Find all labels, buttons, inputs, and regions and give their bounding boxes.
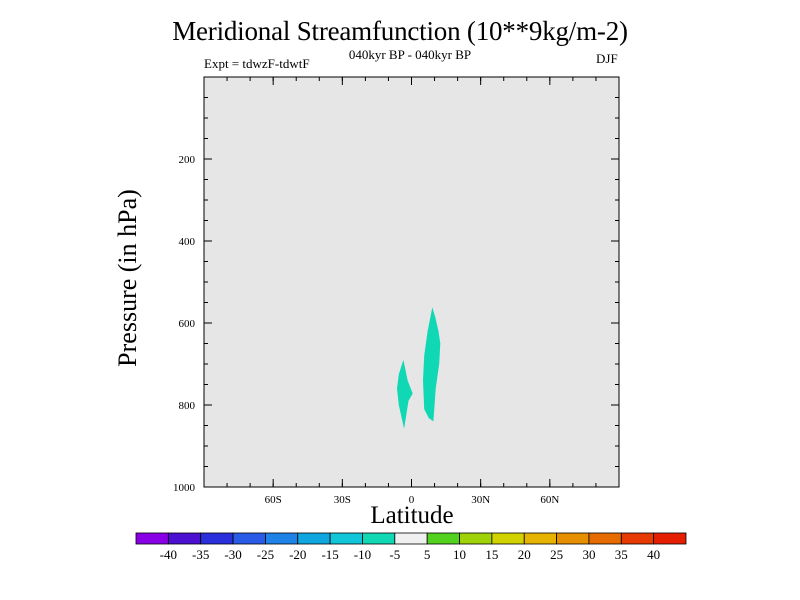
colorbar-swatch bbox=[459, 532, 493, 545]
colorbar-label: 20 bbox=[518, 547, 531, 562]
chart-title: Meridional Streamfunction (10**9kg/m-2) bbox=[172, 16, 628, 46]
x-tick-label: 30S bbox=[334, 494, 351, 506]
plot-background bbox=[204, 77, 619, 487]
colorbar-swatch bbox=[620, 532, 655, 545]
colorbar-label: -35 bbox=[192, 547, 209, 562]
colorbar-label: 10 bbox=[453, 547, 466, 562]
colorbar-label: -30 bbox=[224, 547, 241, 562]
x-axis-label: Latitude bbox=[370, 502, 454, 529]
colorbar-label: 35 bbox=[615, 547, 628, 562]
y-tick-label: 800 bbox=[179, 400, 196, 412]
colorbar-label: 40 bbox=[647, 547, 660, 562]
x-tick-label: 0 bbox=[409, 494, 415, 506]
colorbar-label: 30 bbox=[582, 547, 595, 562]
contour-region-2 bbox=[423, 307, 441, 422]
colorbar-swatch bbox=[523, 532, 557, 545]
colorbar-swatch bbox=[362, 532, 396, 545]
colorbar-label: 25 bbox=[550, 547, 563, 562]
colorbar-swatch bbox=[588, 532, 622, 545]
y-tick-label: 400 bbox=[179, 236, 196, 248]
colorbar-swatch bbox=[297, 532, 331, 545]
x-tick-label: 60S bbox=[265, 494, 282, 506]
colorbar-label: -5 bbox=[389, 547, 400, 562]
y-tick-label: 600 bbox=[179, 318, 196, 330]
colorbar-swatch bbox=[426, 532, 460, 545]
colorbar-swatch bbox=[135, 532, 169, 545]
colorbar-swatch bbox=[491, 532, 525, 545]
colorbar-swatch bbox=[329, 532, 363, 545]
colorbar-label: -40 bbox=[160, 547, 177, 562]
contour-region-1 bbox=[397, 359, 413, 429]
y-tick-label: 1000 bbox=[173, 482, 196, 494]
x-tick-label: 30N bbox=[471, 494, 490, 506]
colorbar-label: 15 bbox=[485, 547, 498, 562]
colorbar-swatch bbox=[167, 532, 202, 545]
colorbar-label: -15 bbox=[321, 547, 338, 562]
x-tick-label: 60N bbox=[540, 494, 559, 506]
chart-subtitle: 040kyr BP - 040kyr BP bbox=[348, 47, 472, 62]
colorbar-swatch bbox=[232, 532, 266, 545]
colorbar-label: 5 bbox=[424, 547, 431, 562]
y-tick-label: 200 bbox=[179, 154, 196, 166]
colorbar-label: -25 bbox=[257, 547, 274, 562]
colorbar-swatch bbox=[200, 532, 234, 545]
colorbar-swatch bbox=[556, 532, 590, 545]
colorbar-label: -10 bbox=[354, 547, 371, 562]
season-label: DJF bbox=[596, 51, 618, 66]
colorbar-swatch bbox=[653, 532, 687, 545]
colorbar-swatch bbox=[394, 532, 428, 545]
colorbar-swatch bbox=[265, 532, 299, 545]
colorbar-label: -20 bbox=[289, 547, 306, 562]
experiment-label: Expt = tdwzF-tdwtF bbox=[204, 56, 310, 71]
